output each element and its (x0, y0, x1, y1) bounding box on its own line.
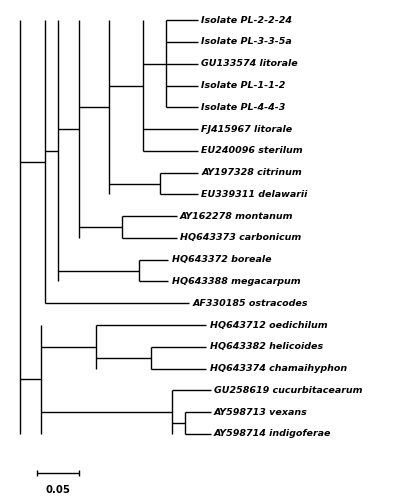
Text: EU339311 delawarii: EU339311 delawarii (201, 190, 308, 199)
Text: AY598713 vexans: AY598713 vexans (214, 408, 308, 416)
Text: AY162278 montanum: AY162278 montanum (180, 212, 294, 220)
Text: Isolate PL-4-4-3: Isolate PL-4-4-3 (201, 103, 286, 112)
Text: AY197328 citrinum: AY197328 citrinum (201, 168, 302, 177)
Text: AF330185 ostracodes: AF330185 ostracodes (193, 299, 308, 308)
Text: HQ643374 chamaihyphon: HQ643374 chamaihyphon (210, 364, 347, 373)
Text: FJ415967 litorale: FJ415967 litorale (201, 124, 293, 134)
Text: GU258619 cucurbitacearum: GU258619 cucurbitacearum (214, 386, 363, 395)
Text: HQ643372 boreale: HQ643372 boreale (172, 255, 271, 264)
Text: HQ643388 megacarpum: HQ643388 megacarpum (172, 277, 300, 286)
Text: Isolate PL-2-2-24: Isolate PL-2-2-24 (201, 16, 292, 24)
Text: Isolate PL-3-3-5a: Isolate PL-3-3-5a (201, 38, 292, 46)
Text: Isolate PL-1-1-2: Isolate PL-1-1-2 (201, 81, 286, 90)
Text: HQ643373 carbonicum: HQ643373 carbonicum (180, 234, 301, 242)
Text: 0.05: 0.05 (45, 485, 70, 495)
Text: AY598714 indigoferae: AY598714 indigoferae (214, 430, 332, 438)
Text: EU240096 sterilum: EU240096 sterilum (201, 146, 303, 156)
Text: HQ643382 helicoides: HQ643382 helicoides (210, 342, 323, 351)
Text: HQ643712 oedichilum: HQ643712 oedichilum (210, 320, 328, 330)
Text: GU133574 litorale: GU133574 litorale (201, 59, 298, 68)
